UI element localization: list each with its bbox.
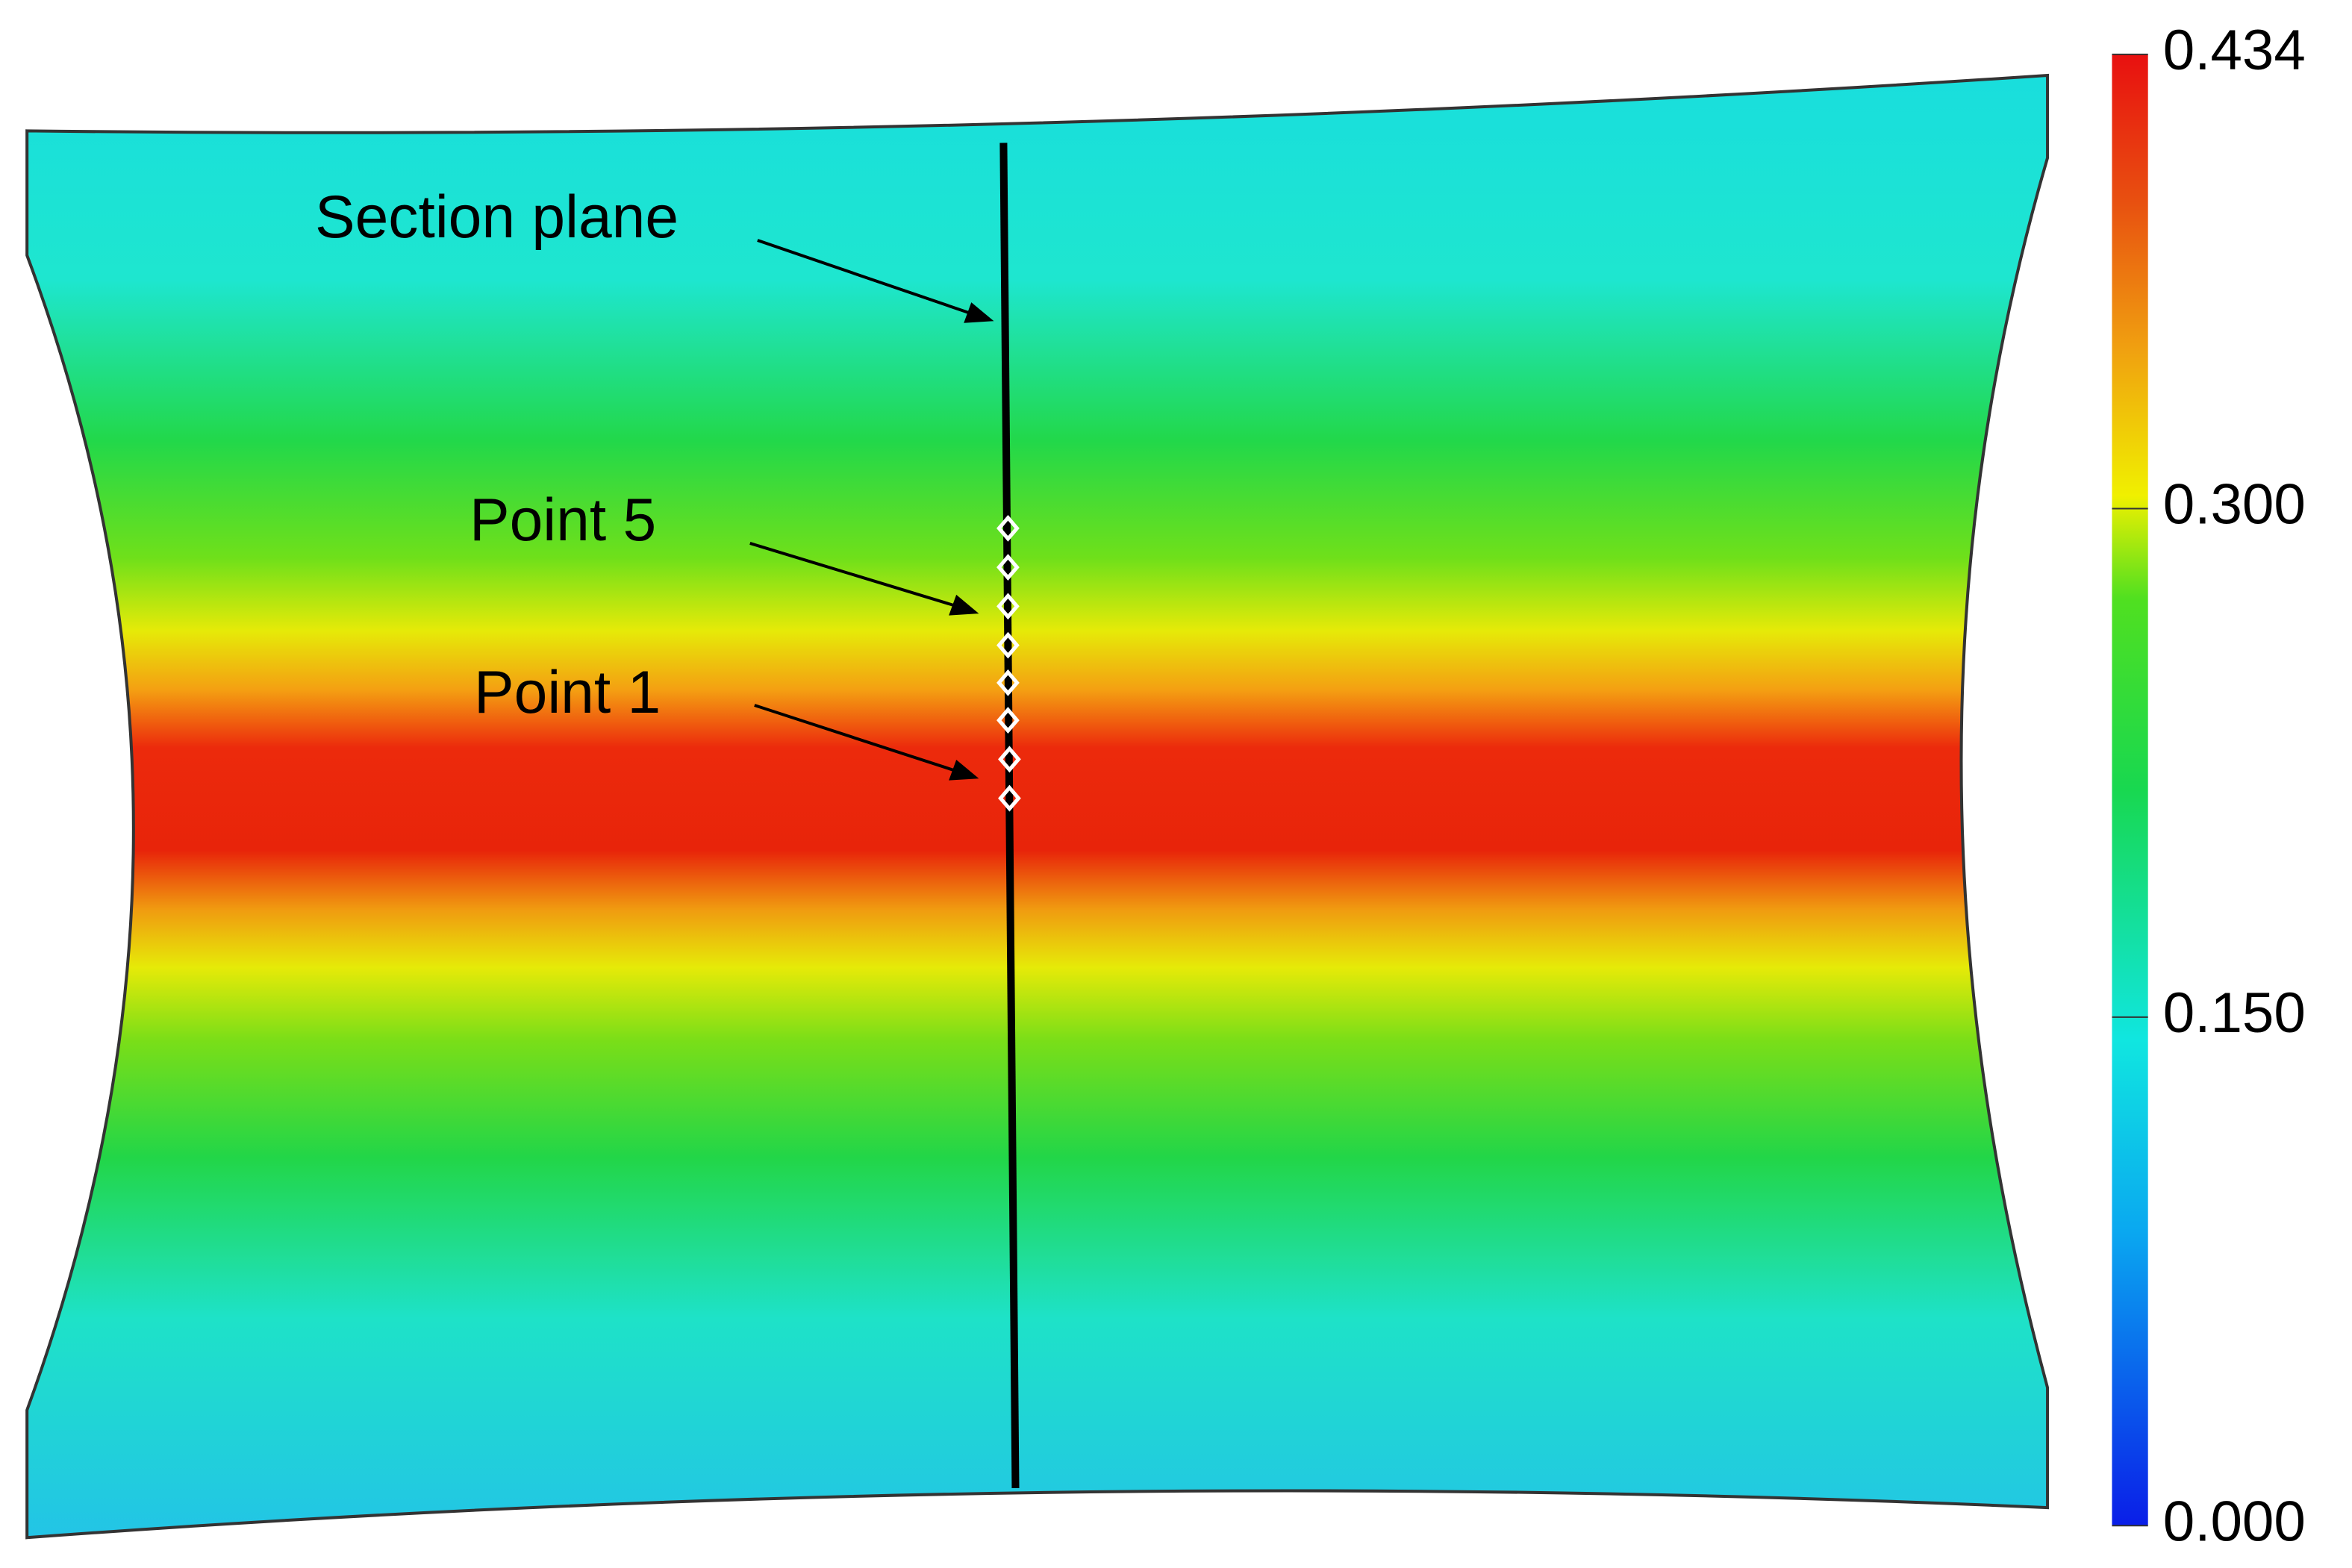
colorbar <box>2112 54 2148 1526</box>
colorbar-tick-label: 0.000 <box>2163 1490 2306 1553</box>
colorbar-tick-label: 0.150 <box>2163 981 2306 1045</box>
annotation: Section plane <box>315 184 679 251</box>
points <box>996 514 1021 812</box>
arrows <box>749 239 994 781</box>
strain-field <box>25 73 2050 1540</box>
annotation: Point 1 <box>474 659 661 726</box>
annotation: Point 5 <box>470 487 656 554</box>
colorbar-tick-label: 0.434 <box>2163 19 2306 82</box>
section-line <box>999 143 1020 1489</box>
colorbar-tick-label: 0.300 <box>2163 473 2306 537</box>
